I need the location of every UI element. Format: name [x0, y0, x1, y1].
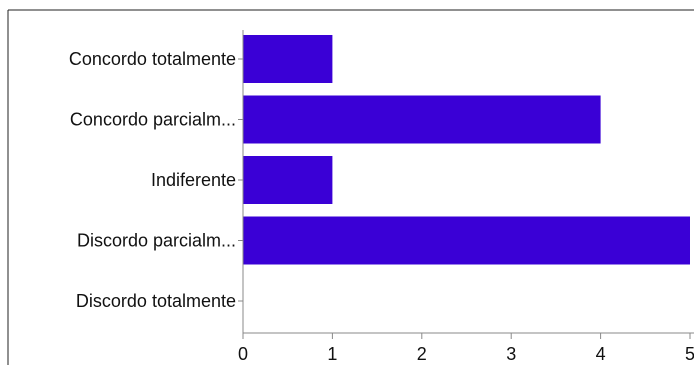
category-label-2: Indiferente — [151, 170, 236, 190]
bar-3 — [243, 216, 690, 265]
x-tick-label-4: 4 — [596, 344, 606, 364]
category-labels: Concordo totalmente Concordo parcialm... I… — [69, 49, 236, 311]
x-axis-ticks: 0 1 2 3 4 5 — [238, 333, 694, 364]
category-label-1: Concordo parcialm... — [70, 110, 236, 130]
x-tick-label-2: 2 — [417, 344, 427, 364]
x-tick-label-5: 5 — [685, 344, 694, 364]
axes — [238, 30, 694, 334]
category-label-3: Discordo parcialm... — [77, 231, 236, 251]
bar-2 — [243, 156, 333, 204]
bar-0 — [243, 35, 333, 83]
category-label-4: Discordo totalmente — [76, 291, 236, 311]
bars-group — [243, 35, 690, 265]
category-label-0: Concordo totalmente — [69, 49, 236, 69]
x-tick-label-0: 0 — [238, 344, 248, 364]
x-tick-label-3: 3 — [506, 344, 516, 364]
x-tick-label-1: 1 — [327, 344, 337, 364]
bar-1 — [243, 95, 601, 144]
